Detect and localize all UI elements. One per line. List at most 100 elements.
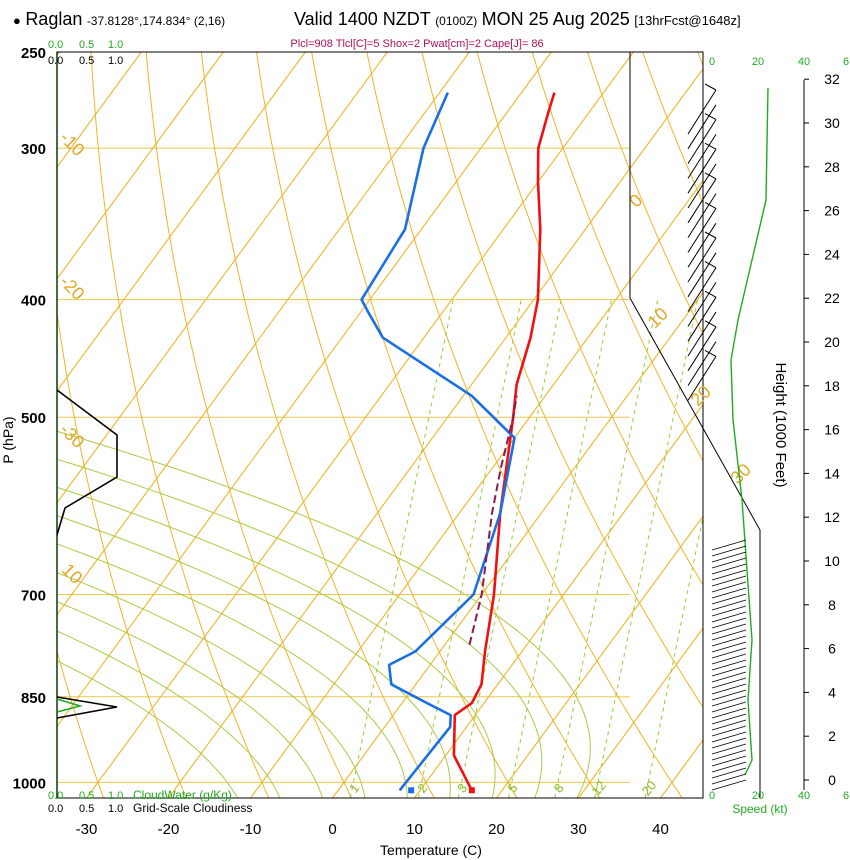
ytick-400: 400: [21, 293, 46, 310]
cloud-top-green-1: 1.0: [108, 39, 123, 51]
wind-barb-low: [711, 707, 747, 719]
station-bullet: ●: [13, 13, 21, 28]
wind-barb-flag: [704, 231, 717, 239]
ytick-250: 250: [21, 45, 46, 62]
ytick-300: 300: [21, 141, 46, 158]
isotherm--50: [57, 52, 470, 616]
wind-barb-low: [711, 725, 747, 737]
wind-barb-flag: [704, 349, 717, 357]
isotherm--60: [57, 52, 388, 504]
speed-top-0: 0: [709, 56, 715, 68]
moist-adiabat: [57, 601, 324, 798]
header-valid: Valid 1400 NZDT (0100Z) MON 25 Aug 2025 …: [294, 9, 741, 30]
cloudwater-label: CloudWater (g/Kg): [133, 788, 232, 802]
height-label-6: 6: [828, 641, 836, 657]
height-label-22: 22: [824, 290, 840, 306]
speed-bot-0: 0: [709, 790, 715, 802]
station-name: Raglan: [25, 9, 83, 29]
wind-barb-low: [711, 719, 747, 731]
isotherm-0: [332, 291, 703, 798]
dry-adiabat: [476, 52, 703, 586]
dry-adiabat: [57, 649, 104, 798]
height-label-28: 28: [824, 159, 840, 175]
wind-barb-low: [711, 743, 747, 755]
header-station: ● Raglan -37.8128°,174.834° (2,16): [13, 9, 225, 30]
cloud-top-green-0: 0.0: [48, 39, 63, 51]
xtick-0: 0: [328, 821, 336, 838]
wind-barb: [687, 208, 717, 253]
series-temperature: [452, 92, 556, 791]
wind-barb-low: [711, 665, 747, 677]
wind-barb-flag: [704, 83, 717, 91]
wind-barb-low: [711, 659, 747, 671]
wind-barb-low: [711, 575, 747, 587]
moist-adiabat: [57, 543, 408, 798]
height-label-4: 4: [828, 684, 836, 700]
wind-barb-flag: [704, 142, 717, 150]
cloudiness-label: Grid-Scale Cloudiness: [133, 801, 252, 815]
dry-adiabat: [799, 31, 850, 809]
wind-barb-flag: [704, 290, 717, 298]
wind-barb-low: [711, 623, 747, 635]
wind-barb: [687, 252, 717, 298]
wind-barb: [687, 193, 717, 238]
cloud-bot-green-0: 0.0: [48, 790, 63, 802]
cloud-bot-05: 0.5: [79, 803, 94, 815]
wind-barb-low: [711, 767, 747, 779]
surface-dewpoint-marker: [408, 787, 415, 794]
ytick-700: 700: [21, 587, 46, 604]
mixing-label-20: 20: [639, 778, 660, 799]
moist-adiabat: [57, 486, 496, 798]
wind-barb-low: [711, 689, 747, 701]
dry-adiabat: [57, 309, 187, 798]
cloudiness-low-trace: [56, 696, 118, 719]
speed-top-40: 40: [798, 56, 810, 68]
cloud-top-0: 0.0: [48, 55, 63, 67]
ytick-1000: 1000: [13, 775, 46, 792]
xtick--20: -20: [158, 821, 180, 838]
height-label-24: 24: [824, 246, 840, 262]
wind-barb: [687, 222, 717, 268]
isotherm--10: [250, 179, 703, 798]
station-coords: -37.8128°,174.834° (2,16): [86, 14, 226, 28]
xtick--30: -30: [76, 821, 98, 838]
isotherm--80: [57, 52, 224, 280]
wind-barb-flag: [704, 113, 717, 121]
wind-barb: [687, 148, 717, 194]
wind-barb: [687, 119, 717, 164]
cloud-bot-1: 1.0: [108, 803, 123, 815]
height-label-32: 32: [824, 71, 840, 87]
plot-frame: [56, 51, 704, 799]
wind-speed-trace: [730, 87, 769, 776]
wind-barb-low: [711, 605, 747, 617]
xtick-30: 30: [570, 821, 587, 838]
height-label-0: 0: [828, 772, 836, 788]
series-parcel: [468, 395, 518, 645]
wind-barb-low: [711, 539, 747, 551]
wind-barb: [687, 296, 717, 342]
moist-adiabat: [57, 630, 281, 798]
wind-barb: [687, 89, 717, 135]
wind-barb: [687, 311, 717, 357]
wind-barb-flag: [704, 261, 717, 269]
mixing-line-8: [554, 299, 659, 798]
wind-barb-low: [711, 701, 747, 713]
wind-barb-low: [711, 569, 747, 581]
height-axis-label: Height (1000 Feet): [772, 362, 789, 487]
dry-adiabat: [531, 52, 703, 462]
cloudwater-trace: [56, 698, 83, 713]
speed-top-20: 20: [752, 56, 764, 68]
speed-bot-40: 40: [798, 790, 810, 802]
height-label-12: 12: [824, 509, 840, 525]
forecast-info: [13hrFcst@1648z]: [634, 13, 741, 28]
isotherm--70: [57, 52, 306, 392]
isotherm--20: [168, 67, 703, 798]
dry-adiabat: [90, 52, 270, 798]
cloud-bot-green-1: 1.0: [108, 790, 123, 802]
sounding-curves: [360, 92, 556, 794]
isotherm--40: [57, 52, 552, 728]
utc-time: (0100Z): [435, 14, 478, 28]
dry-adiabat: [311, 52, 601, 798]
